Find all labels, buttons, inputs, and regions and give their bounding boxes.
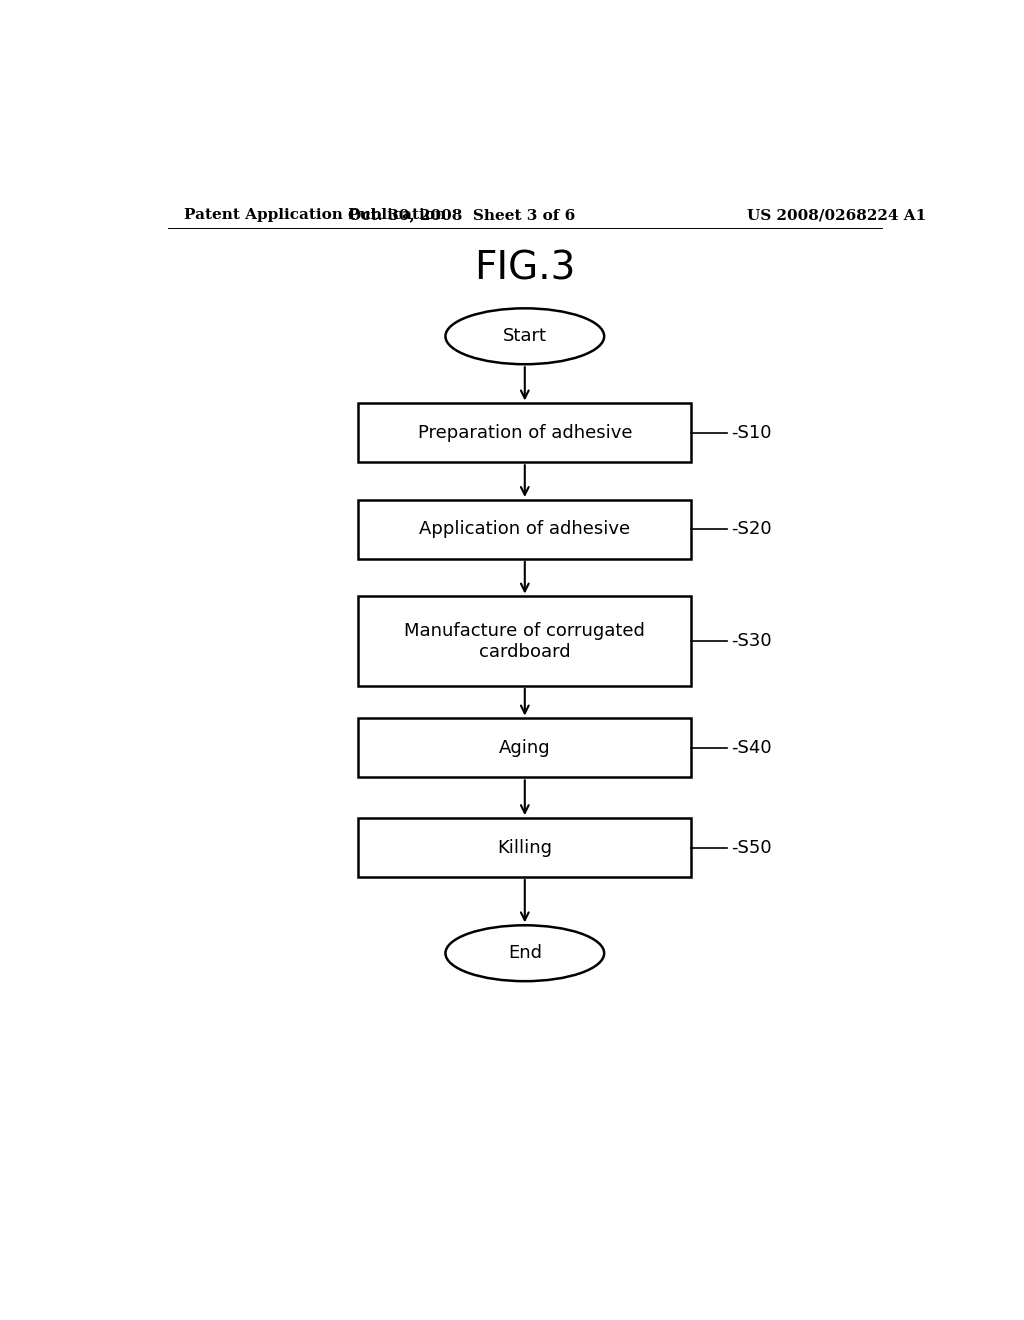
Ellipse shape [445, 309, 604, 364]
Text: Killing: Killing [498, 838, 552, 857]
Text: Start: Start [503, 327, 547, 346]
Text: -S50: -S50 [731, 838, 772, 857]
FancyBboxPatch shape [358, 500, 691, 558]
Text: Application of adhesive: Application of adhesive [419, 520, 631, 539]
Ellipse shape [445, 925, 604, 981]
Text: End: End [508, 944, 542, 962]
Text: US 2008/0268224 A1: US 2008/0268224 A1 [748, 209, 927, 222]
Text: -S30: -S30 [731, 632, 772, 651]
Text: -S10: -S10 [731, 424, 772, 442]
Text: Aging: Aging [499, 739, 551, 756]
Text: Preparation of adhesive: Preparation of adhesive [418, 424, 632, 442]
Text: Oct. 30, 2008  Sheet 3 of 6: Oct. 30, 2008 Sheet 3 of 6 [348, 209, 574, 222]
Text: -S20: -S20 [731, 520, 772, 539]
Text: Patent Application Publication: Patent Application Publication [183, 209, 445, 222]
Text: Manufacture of corrugated
cardboard: Manufacture of corrugated cardboard [404, 622, 645, 660]
FancyBboxPatch shape [358, 718, 691, 777]
Text: FIG.3: FIG.3 [474, 249, 575, 288]
FancyBboxPatch shape [358, 597, 691, 686]
Text: -S40: -S40 [731, 739, 772, 756]
FancyBboxPatch shape [358, 404, 691, 462]
FancyBboxPatch shape [358, 818, 691, 876]
